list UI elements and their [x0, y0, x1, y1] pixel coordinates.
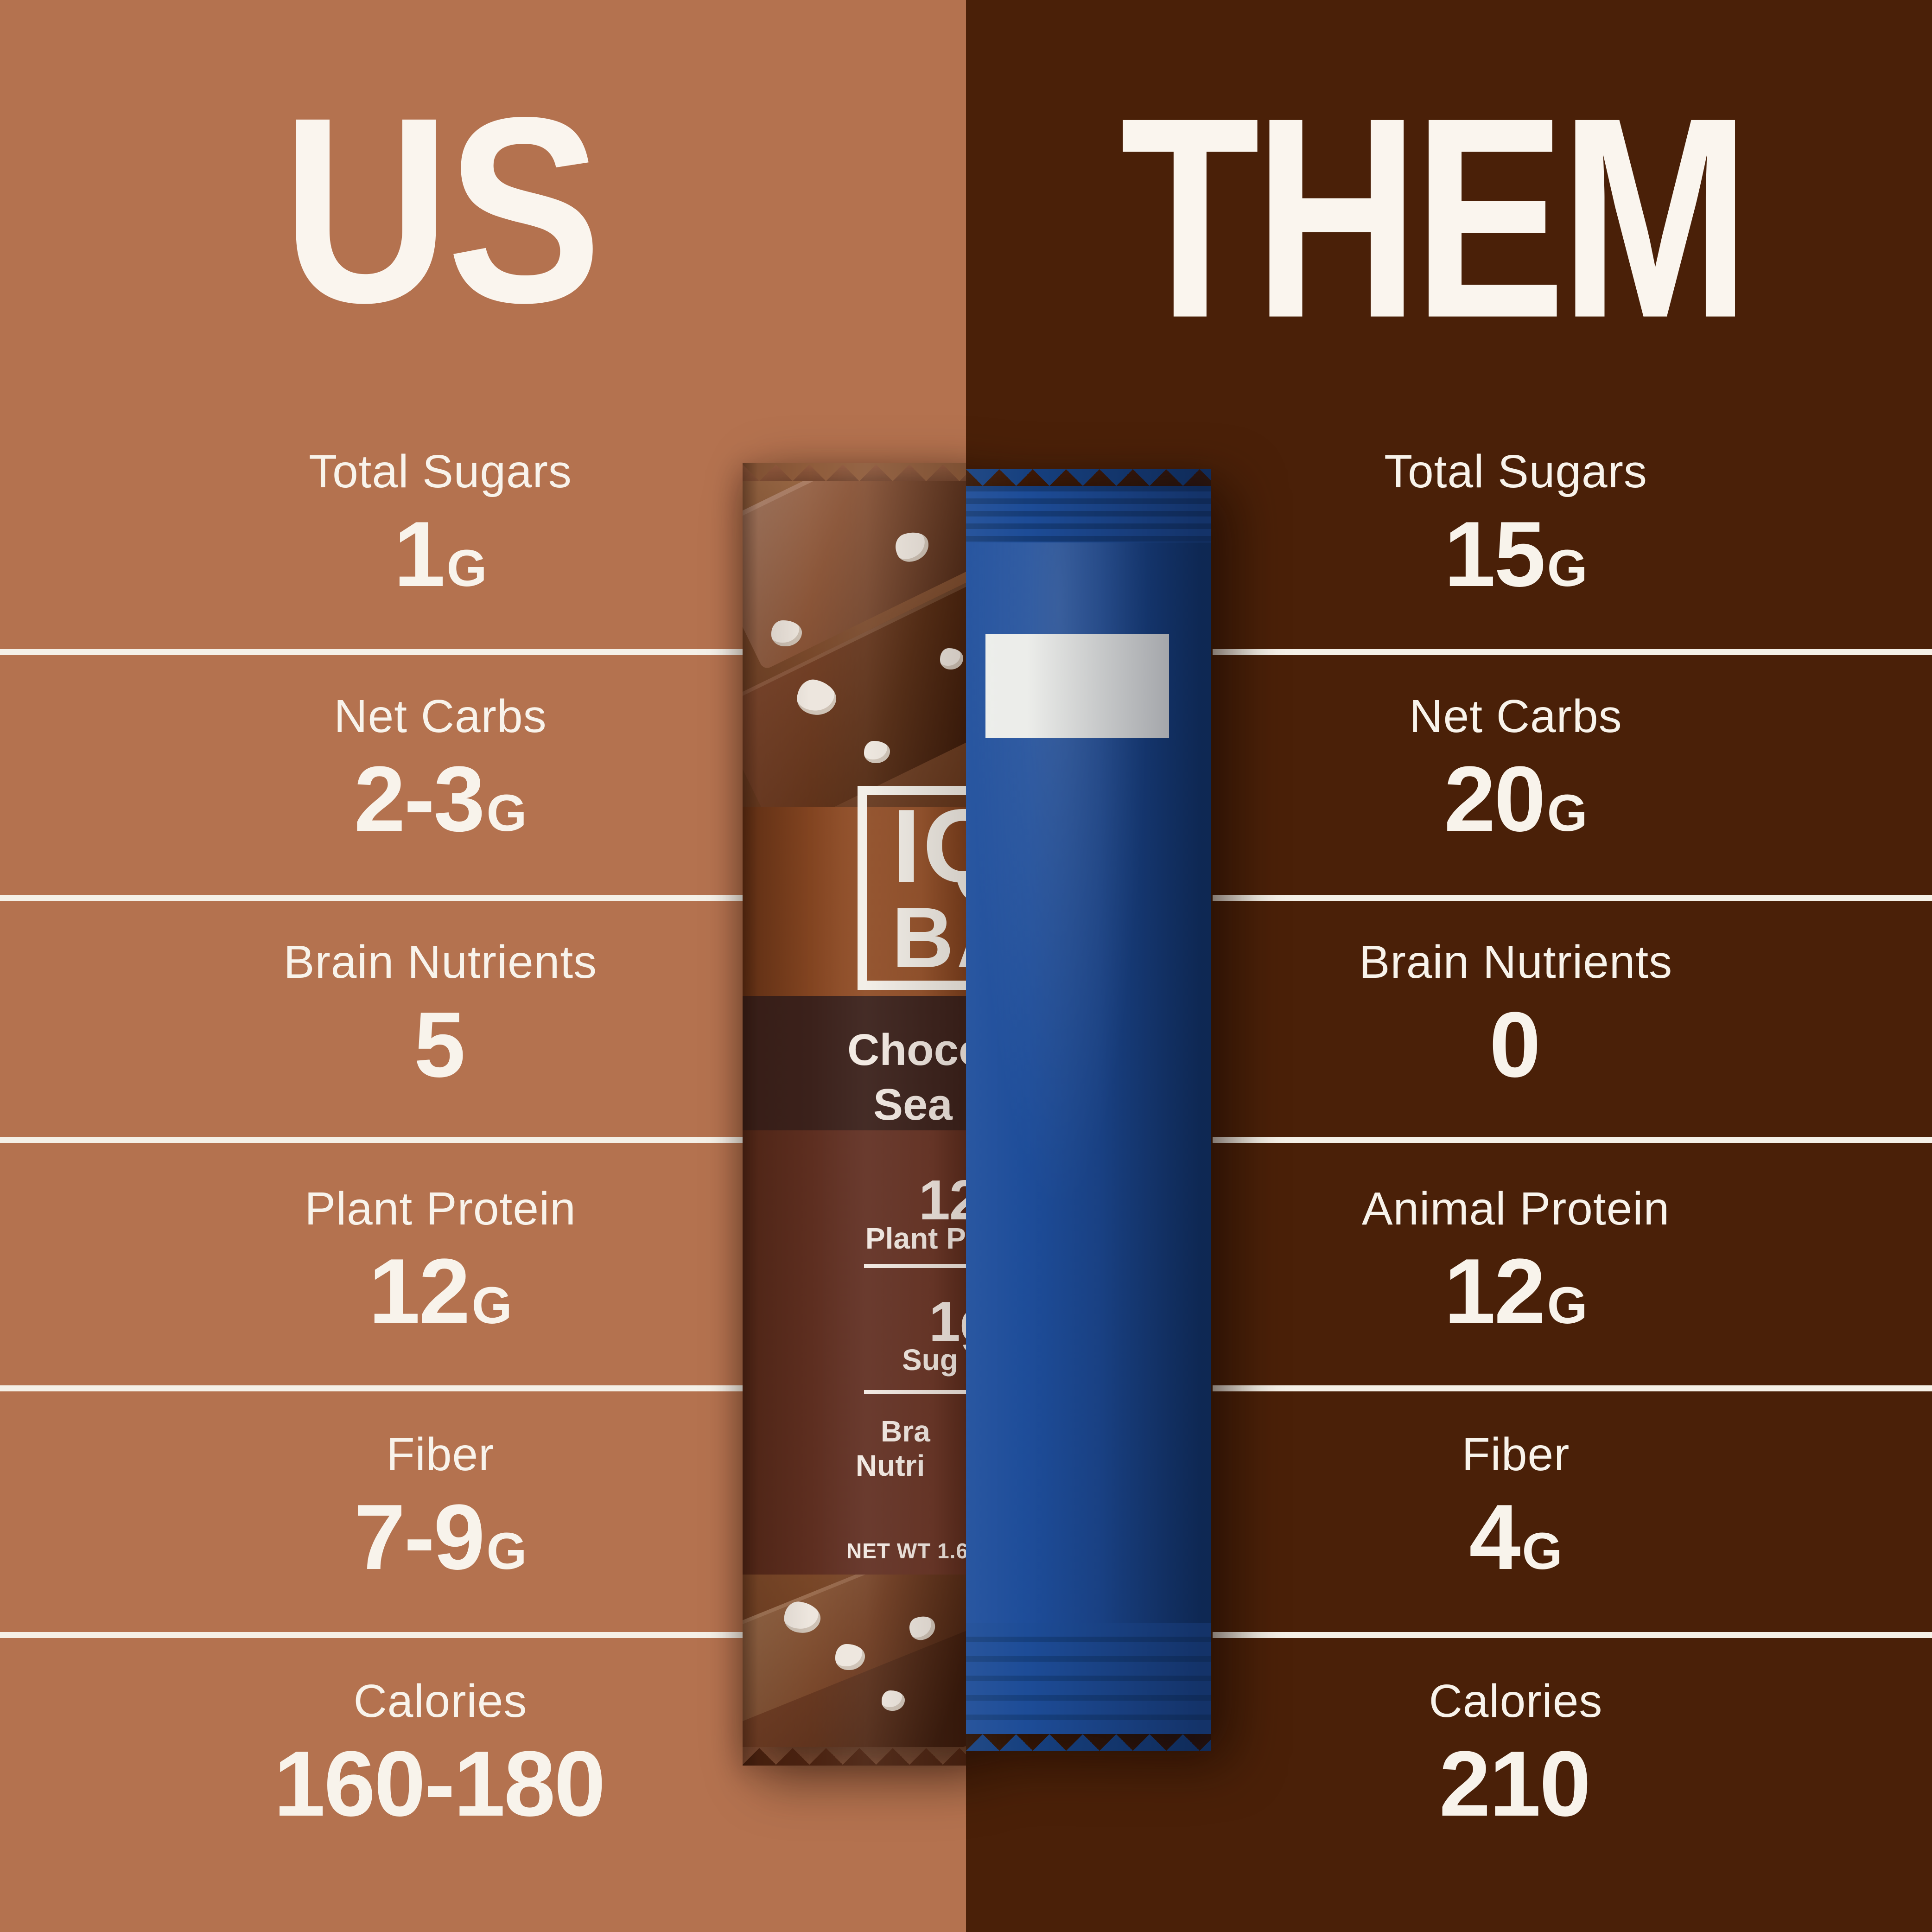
title-them: THEM	[1120, 57, 1750, 377]
flavor-line1: Choco	[847, 1025, 966, 1075]
flavor-band: Choco Sea S	[743, 996, 966, 1130]
brand-logo: IQ BA	[858, 786, 966, 990]
divider-line	[0, 1632, 745, 1638]
wrapper-rule	[864, 1264, 966, 1268]
salt-crystal	[771, 620, 802, 646]
row-value: 160-180	[273, 1732, 606, 1836]
row-label: Net Carbs	[334, 690, 547, 742]
row-value: 0	[1489, 993, 1541, 1097]
row-value: 5	[413, 993, 465, 1097]
flavor-line2: Sea S	[873, 1080, 966, 1129]
product-bar: IQ BA Choco Sea S 12 Plant P 1g Sug Bra …	[743, 463, 1211, 1766]
them-row-net-carbs: Net Carbs 20G	[1075, 691, 1932, 846]
title-us: US	[282, 62, 602, 357]
them-row-total-sugars: Total Sugars 15G	[1075, 446, 1932, 601]
us-row-protein: Plant Protein 12G	[0, 1183, 881, 1338]
row-label: Brain Nutrients	[283, 936, 597, 988]
row-label: Fiber	[1462, 1428, 1570, 1480]
row-label: Net Carbs	[1409, 690, 1622, 742]
row-label: Calories	[353, 1675, 527, 1727]
divider-line	[1213, 1632, 1932, 1638]
row-label: Fiber	[386, 1428, 495, 1480]
divider-line	[0, 1137, 745, 1143]
divider-line	[0, 895, 745, 901]
wrapper-stats-panel: 12 Plant P 1g Sug Bra Nutri NET WT 1.6	[743, 1130, 966, 1575]
row-value: 7-9G	[354, 1486, 527, 1589]
row-value: 210	[1439, 1732, 1591, 1836]
them-row-protein: Animal Protein 12G	[1075, 1183, 1932, 1338]
us-row-total-sugars: Total Sugars 1G	[0, 446, 881, 601]
row-value: 2-3G	[354, 747, 527, 851]
us-row-brain-nutrients: Brain Nutrients 5	[0, 937, 881, 1091]
divider-line	[1213, 1137, 1932, 1143]
us-row-calories: Calories 160-180	[0, 1676, 881, 1830]
competitor-bar-wrapper	[966, 469, 1211, 1751]
wrapper-stat3-line2: Nutri	[856, 1449, 925, 1482]
chocolate-photo-top	[743, 481, 966, 807]
salt-crystal	[835, 1644, 865, 1670]
row-value: 4G	[1469, 1486, 1563, 1589]
them-row-brain-nutrients: Brain Nutrients 0	[1075, 937, 1932, 1091]
row-label: Animal Protein	[1361, 1183, 1670, 1235]
wrapper-stat1-label: Plant P	[865, 1222, 966, 1255]
competitor-shading	[966, 469, 1211, 1751]
divider-line	[1213, 1385, 1932, 1391]
row-label: Calories	[1429, 1675, 1603, 1727]
row-value: 1G	[394, 503, 487, 606]
competitor-wrapper-body	[966, 542, 1211, 1623]
them-row-fiber: Fiber 4G	[1075, 1429, 1932, 1584]
us-row-net-carbs: Net Carbs 2-3G	[0, 691, 881, 846]
row-label: Total Sugars	[1384, 446, 1647, 497]
wrapper-stat2-label: Sug	[902, 1343, 958, 1377]
salt-crystal	[940, 648, 963, 670]
wrapper-rule	[864, 1390, 966, 1394]
wrapper-stat2-value: 1g	[929, 1290, 966, 1353]
chocolate-bar-wrapper: IQ BA Choco Sea S 12 Plant P 1g Sug Bra …	[743, 463, 966, 1766]
competitor-pleats-top	[966, 486, 1211, 542]
salt-crystal	[864, 741, 890, 763]
competitor-crimp-top	[966, 469, 1211, 486]
brand-logo-line2: BA	[892, 890, 966, 986]
wrapper-crimp-bottom	[743, 1748, 966, 1766]
wrapper-stat1-value: 12	[919, 1168, 966, 1231]
row-value: 12G	[369, 1240, 512, 1343]
row-label: Total Sugars	[309, 446, 572, 497]
brand-logo-line1: IQ	[892, 787, 966, 905]
row-label: Plant Protein	[305, 1183, 576, 1235]
competitor-pleats-bottom	[966, 1623, 1211, 1734]
us-row-fiber: Fiber 7-9G	[0, 1429, 881, 1584]
them-row-calories: Calories 210	[1075, 1676, 1932, 1830]
row-label: Brain Nutrients	[1359, 936, 1673, 988]
chocolate-photo-bottom	[743, 1575, 966, 1747]
divider-line	[0, 649, 745, 655]
competitor-crimp-bottom	[966, 1734, 1211, 1751]
row-value: 12G	[1444, 1240, 1588, 1343]
divider-line	[1213, 895, 1932, 901]
wrapper-crimp-top	[743, 463, 966, 481]
wrapper-stat3-line1: Bra	[881, 1415, 930, 1448]
blank-label	[985, 634, 1169, 738]
wrapper-logo-band: IQ BA	[743, 786, 966, 996]
salt-crystal	[882, 1690, 905, 1711]
wrapper-net-weight: NET WT 1.6	[846, 1539, 966, 1563]
divider-line	[1213, 649, 1932, 655]
divider-line	[0, 1385, 745, 1391]
row-value: 15G	[1444, 503, 1588, 606]
row-value: 20G	[1444, 747, 1588, 851]
